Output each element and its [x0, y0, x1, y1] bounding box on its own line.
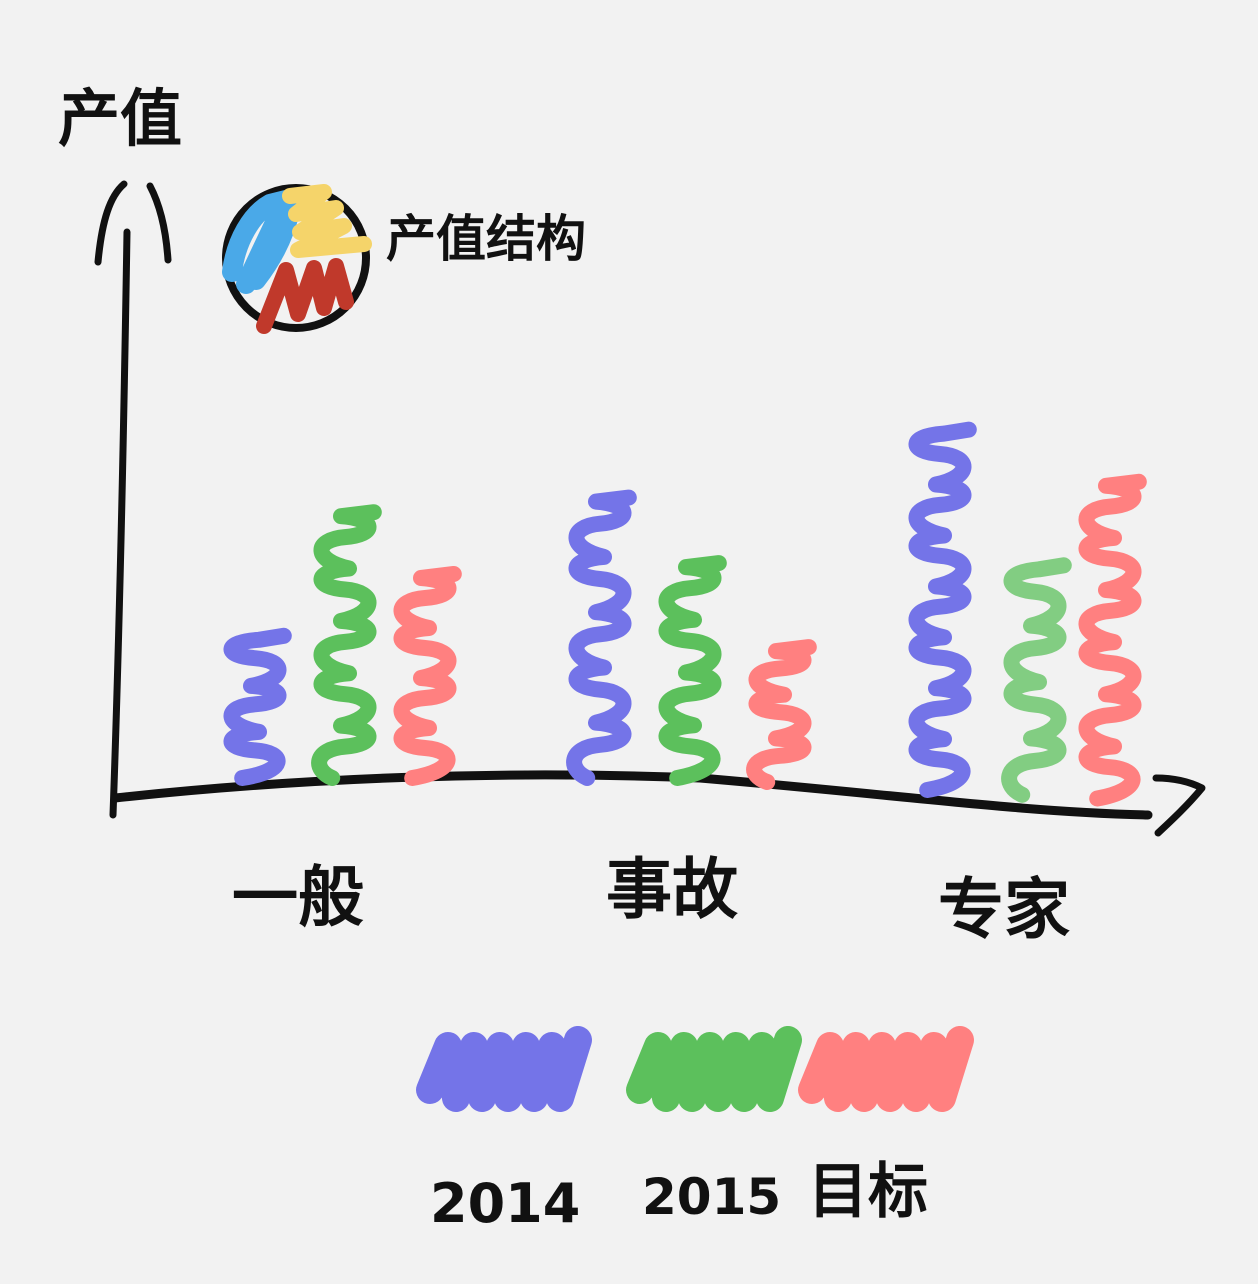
- bar-目标-一般: [393, 566, 462, 786]
- legend-swatch-目标: [798, 1026, 974, 1112]
- category-label-1: 事故: [606, 851, 738, 928]
- bar-目标-事故: [746, 639, 817, 790]
- x-axis-arrow: [1152, 774, 1206, 837]
- bar-2015-专家: [1001, 557, 1072, 803]
- y-axis-label: 产值: [58, 82, 182, 155]
- legend-label-2015: 2015: [642, 1168, 781, 1226]
- inset-label: 产值结构: [386, 210, 586, 268]
- inset-slice-blue: [222, 190, 300, 294]
- bar-目标-专家: [1078, 473, 1147, 807]
- legend-swatch-2014: [416, 1026, 592, 1112]
- y-axis-arrow: [94, 180, 172, 266]
- y-axis-line: [109, 228, 131, 819]
- bar-2014-专家: [908, 421, 977, 798]
- x-axis-line: [110, 770, 1153, 820]
- legend-label-target: 目标: [808, 1157, 928, 1227]
- legend-label-2014: 2014: [430, 1172, 580, 1235]
- legend: [416, 1026, 974, 1112]
- chart-bars: [223, 421, 1147, 807]
- bar-2014-事故: [566, 489, 637, 786]
- bar-2014-一般: [223, 627, 292, 786]
- bar-2015-事故: [658, 555, 727, 786]
- category-label-2: 专家: [938, 871, 1070, 948]
- legend-swatch-2015: [626, 1026, 802, 1112]
- category-label-0: 一般: [232, 859, 364, 936]
- bar-2015-一般: [311, 504, 382, 786]
- inset-slice-red: [256, 258, 354, 334]
- inset-slice-yellow: [282, 184, 372, 258]
- chart-labels: 产值 产值结构 一般 事故 专家 2014 2015 目标: [58, 82, 1070, 1235]
- inset-pie-icon: [222, 184, 372, 334]
